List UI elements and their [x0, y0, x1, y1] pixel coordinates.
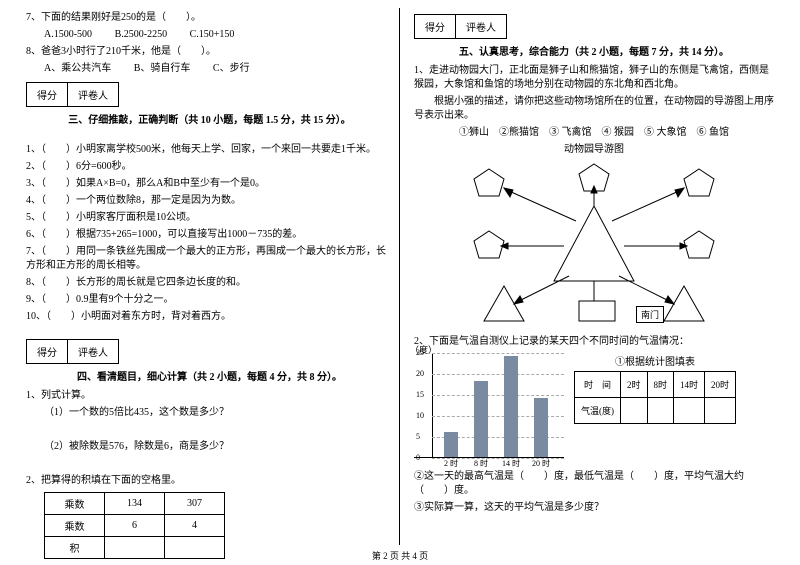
y-tick: 0	[416, 453, 420, 462]
pentagon-icon	[684, 231, 714, 258]
judge-9: 9、（ ）0.9里有9个十分之一。	[26, 293, 393, 307]
cell-empty	[647, 398, 674, 424]
judge-10: 10、（ ）小明面对着东方时，背对着西方。	[26, 310, 393, 324]
gridline	[432, 374, 564, 375]
cell: 2时	[621, 372, 648, 398]
cell: 20时	[705, 372, 736, 398]
score-cell: 得分	[26, 339, 67, 364]
cell: 8时	[647, 372, 674, 398]
x-label: 20 时	[529, 458, 553, 469]
judge-1: 1、（ ）小明家离学校500米，他每天上学、回家，一个来回一共要走1千米。	[26, 143, 393, 157]
cell-empty	[621, 398, 648, 424]
gridline	[432, 395, 564, 396]
calc-2: 2、把算得的积填在下面的空格里。	[26, 474, 393, 488]
q7: 7、下面的结果刚好是250的是（ ）。	[26, 11, 393, 25]
zoo-diagram: 南门	[464, 161, 724, 331]
q8-opt-a: A、乘公共汽车	[44, 63, 111, 74]
bar	[504, 356, 518, 457]
page-footer: 第 2 页 共 4 页	[0, 549, 800, 562]
cell-header: 乘数	[45, 493, 105, 515]
cell: 134	[105, 493, 165, 515]
cell: 307	[165, 493, 225, 515]
y-tick: 20	[416, 369, 424, 378]
q7-opt-a: A.1500-500	[44, 29, 92, 40]
score-cell: 得分	[26, 82, 67, 107]
table-row: 乘数 134 307	[45, 493, 225, 515]
y-axis	[432, 353, 433, 457]
q7-options: A.1500-500 B.2500-2250 C.150+150	[26, 28, 393, 42]
judge-2: 2、（ ）6分=600秒。	[26, 160, 393, 174]
center-triangle-icon	[554, 206, 634, 281]
gridline	[432, 353, 564, 354]
temp-q: 2、下面是气温自测仪上记录的某天四个不同时间的气温情况：	[414, 335, 774, 349]
zoo-desc-2: 根据小强的描述，请你把这些动物场馆所在的位置，在动物园的导游图上用序号表示出来。	[414, 95, 774, 123]
x-label: 8 时	[469, 458, 493, 469]
judge-6: 6、（ ）根据735+265=1000，可以直接写出1000－735的差。	[26, 228, 393, 242]
stat-table-wrap: ①根据统计图填表 时 间 2时 8时 14时 20时 气温(度)	[574, 353, 736, 458]
temp-table: 时 间 2时 8时 14时 20时 气温(度)	[574, 371, 736, 424]
cell-header: 气温(度)	[575, 398, 621, 424]
q7-opt-c: C.150+150	[190, 29, 235, 40]
calc-1: 1、列式计算。	[26, 389, 393, 403]
pentagon-icon	[474, 169, 504, 196]
stat-title: ①根据统计图填表	[574, 353, 736, 368]
gate-icon	[579, 301, 615, 321]
left-column: 7、下面的结果刚好是250的是（ ）。 A.1500-500 B.2500-22…	[20, 8, 400, 545]
q8: 8、爸爸3小时行了210千米，他是（ ）。	[26, 45, 393, 59]
chart-and-table: （度） 05101520252 时8 时14 时20 时 ①根据统计图填表 时 …	[414, 353, 774, 458]
q8-opt-b: B、骑自行车	[134, 63, 191, 74]
section-3-title: 三、仔细推敲，正确判断（共 10 小题，每题 1.5 分，共 15 分）。	[26, 111, 393, 126]
calc-1a: （1）一个数的5倍比435，这个数是多少？	[26, 406, 393, 420]
zoo-map-title: 动物园导游图	[414, 143, 774, 157]
score-box-3: 得分 评卷人	[26, 82, 393, 107]
judge-5: 5、（ ）小明家客厅面积是10公顷。	[26, 211, 393, 225]
section-4-title: 四、看清题目，细心计算（共 2 小题，每题 4 分，共 8 分）。	[26, 368, 393, 383]
cell-header: 时 间	[575, 372, 621, 398]
score-box-5: 得分 评卷人	[414, 14, 774, 39]
section-5-title: 五、认真思考，综合能力（共 2 小题，每题 7 分，共 14 分）。	[414, 43, 774, 58]
judge-8: 8、（ ）长方形的周长就是它四条边长度的和。	[26, 276, 393, 290]
pentagon-icon	[474, 231, 504, 258]
y-tick: 10	[416, 411, 424, 420]
score-cell: 得分	[414, 14, 455, 39]
gate-label: 南门	[636, 306, 664, 323]
judge-3: 3、（ ）如果A×B=0，那么A和B中至少有一个是0。	[26, 177, 393, 191]
x-label: 14 时	[499, 458, 523, 469]
y-tick: 5	[416, 432, 420, 441]
q8-options: A、乘公共汽车 B、骑自行车 C、步行	[26, 62, 393, 76]
cell: 4	[165, 515, 225, 537]
right-column: 得分 评卷人 五、认真思考，综合能力（共 2 小题，每题 7 分，共 14 分）…	[400, 8, 780, 545]
grader-cell: 评卷人	[67, 82, 119, 107]
judge-7: 7、（ ）用同一条铁丝先围成一个最大的正方形，再围成一个最大的长方形，长方形和正…	[26, 245, 393, 273]
calc-1b: （2）被除数是576，除数是6，商是多少？	[26, 440, 393, 454]
cell-header: 乘数	[45, 515, 105, 537]
cell: 14时	[674, 372, 705, 398]
grader-cell: 评卷人	[67, 339, 119, 364]
pentagon-icon	[684, 169, 714, 196]
zoo-legend: ①狮山 ②熊猫馆 ③ 飞禽馆 ④ 猴园 ⑤ 大象馆 ⑥ 鱼馆	[414, 126, 774, 140]
score-box-4: 得分 评卷人	[26, 339, 393, 364]
temp-q3: ③实际算一算，这天的平均气温是多少度？	[414, 501, 774, 515]
cell: 6	[105, 515, 165, 537]
judge-4: 4、（ ）一个两位数除8，那一定是因为为数。	[26, 194, 393, 208]
x-label: 2 时	[439, 458, 463, 469]
cell-empty	[705, 398, 736, 424]
cell-empty	[674, 398, 705, 424]
q8-opt-c: C、步行	[213, 63, 250, 74]
bar	[534, 398, 548, 457]
bar	[444, 432, 458, 457]
zoo-desc-1: 1、走进动物园大门，正北面是狮子山和熊猫馆，狮子山的东侧是飞禽馆，西侧是猴园，大…	[414, 64, 774, 92]
grader-cell: 评卷人	[455, 14, 507, 39]
bar-chart: （度） 05101520252 时8 时14 时20 时	[414, 353, 564, 458]
q7-opt-b: B.2500-2250	[115, 29, 168, 40]
y-tick: 25	[416, 348, 424, 357]
table-row: 乘数 6 4	[45, 515, 225, 537]
temp-q2: ②这一天的最高气温是（ ）度，最低气温是（ ）度，平均气温大约（ ）度。	[414, 470, 774, 498]
y-tick: 15	[416, 390, 424, 399]
table-row: 气温(度)	[575, 398, 736, 424]
table-row: 时 间 2时 8时 14时 20时	[575, 372, 736, 398]
bar	[474, 381, 488, 457]
zoo-svg	[464, 161, 724, 331]
